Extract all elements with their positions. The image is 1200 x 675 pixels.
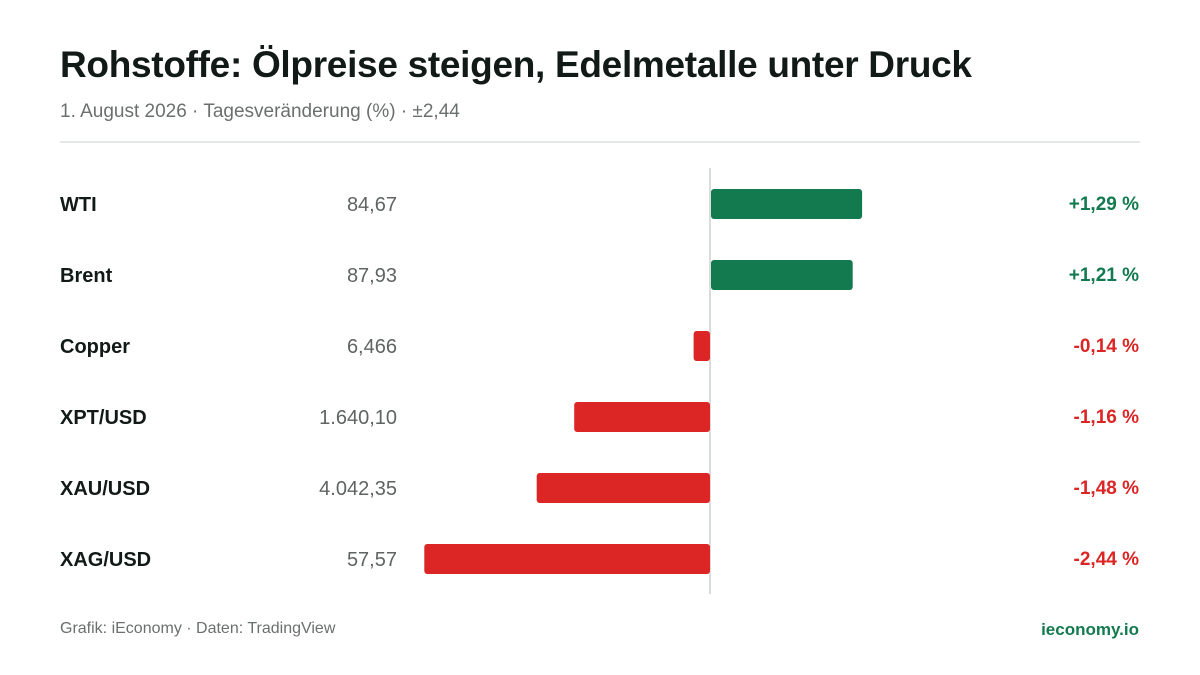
- value-label: -0,14 %: [1074, 336, 1140, 357]
- bar: [711, 260, 853, 290]
- value-label: +1,21 %: [1069, 265, 1139, 286]
- chart-subtitle: 1. August 2026 · Tagesveränderung (%) · …: [60, 101, 460, 122]
- price-value: 6,466: [347, 336, 397, 358]
- price-value: 84,67: [347, 194, 397, 216]
- bar: [424, 544, 710, 574]
- header-divider: [60, 141, 1140, 143]
- bar: [536, 473, 710, 503]
- price-value: 4.042,35: [319, 478, 397, 500]
- price-value: 1.640,10: [319, 407, 397, 429]
- value-label: -2,44 %: [1074, 549, 1140, 570]
- brand-link[interactable]: ieconomy.io: [1041, 620, 1139, 639]
- category-label: XAU/USD: [60, 478, 150, 500]
- value-label: -1,48 %: [1074, 478, 1140, 499]
- category-label: XPT/USD: [60, 407, 147, 429]
- price-value: 87,93: [347, 265, 397, 287]
- bar: [574, 402, 710, 432]
- value-label: +1,29 %: [1069, 194, 1139, 215]
- source-credit: Grafik: iEconomy · Daten: TradingView: [60, 620, 336, 637]
- chart-title: Rohstoffe: Ölpreise steigen, Edelmetalle…: [60, 44, 972, 85]
- category-label: Brent: [60, 265, 113, 287]
- bar: [711, 189, 863, 219]
- value-label: -1,16 %: [1074, 407, 1140, 428]
- bar: [693, 331, 710, 361]
- category-label: WTI: [60, 194, 97, 216]
- category-label: XAG/USD: [60, 549, 151, 571]
- price-value: 57,57: [347, 549, 397, 571]
- category-label: Copper: [60, 336, 130, 358]
